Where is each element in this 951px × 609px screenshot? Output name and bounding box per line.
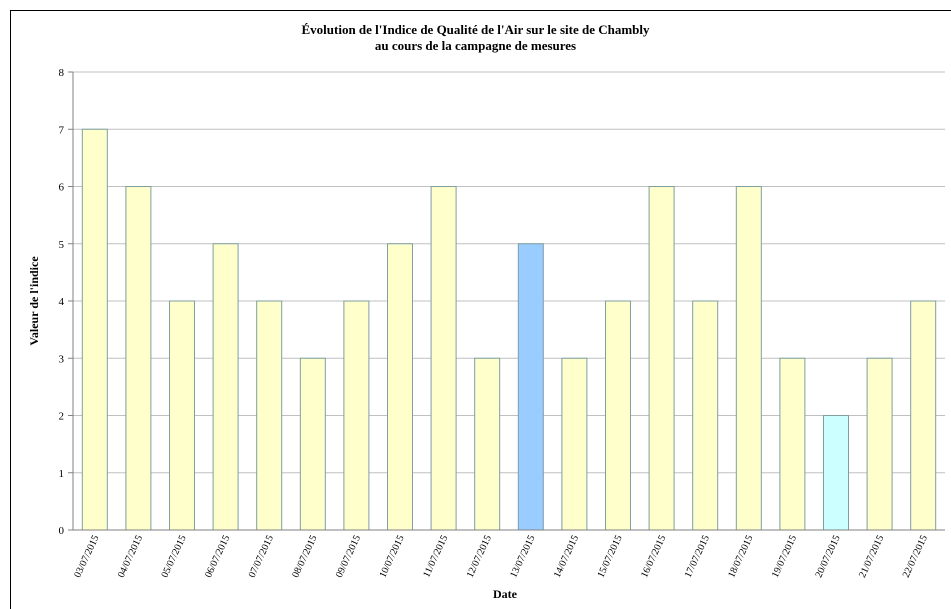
- bar: [299, 357, 326, 531]
- x-tick-label: 14/07/2015: [552, 534, 581, 580]
- x-tick-label: 19/07/2015: [770, 534, 799, 580]
- bar: [343, 300, 370, 531]
- chart-frame: [10, 10, 951, 609]
- x-tick-label: 05/07/2015: [159, 534, 188, 580]
- bar: [517, 243, 544, 531]
- x-tick-label: 20/07/2015: [813, 534, 842, 580]
- x-axis-label: Date: [493, 587, 518, 601]
- x-tick-label: 12/07/2015: [465, 534, 494, 580]
- x-tick-label: 09/07/2015: [334, 534, 363, 580]
- bar: [125, 186, 152, 531]
- x-tick-label: 04/07/2015: [116, 534, 145, 580]
- y-tick-label: 5: [59, 239, 65, 251]
- bar: [561, 357, 588, 531]
- bar: [169, 300, 195, 531]
- y-tick-label: 4: [59, 296, 65, 308]
- bar: [81, 128, 108, 531]
- x-tick-label: 06/07/2015: [203, 534, 232, 580]
- bar: [692, 300, 719, 531]
- bar: [779, 357, 806, 531]
- x-tick-label: 18/07/2015: [726, 534, 755, 580]
- y-tick-label: 8: [59, 67, 65, 79]
- bar: [735, 186, 762, 531]
- chart-title-line-1: Évolution de l'Indice de Qualité de l'Ai…: [301, 22, 650, 37]
- y-tick-label: 2: [59, 411, 65, 423]
- y-tick-label: 6: [59, 182, 65, 194]
- bar: [605, 300, 631, 531]
- y-tick-label: 3: [59, 353, 65, 365]
- y-axis-label: Valeur de l'indice: [27, 256, 41, 346]
- bar: [866, 357, 893, 531]
- bar: [823, 415, 849, 531]
- x-tick-label: 08/07/2015: [290, 534, 319, 580]
- gridlines: [73, 71, 945, 474]
- bar: [910, 300, 937, 531]
- x-tick-label: 03/07/2015: [72, 534, 101, 580]
- x-tick-label: 21/07/2015: [857, 534, 886, 580]
- y-tick-label: 7: [59, 124, 65, 136]
- chart-title: Évolution de l'Indice de Qualité de l'Ai…: [0, 22, 951, 54]
- bar: [256, 300, 283, 531]
- bar: [430, 186, 457, 531]
- x-tick-label: 15/07/2015: [595, 534, 624, 580]
- y-tick-label: 1: [59, 468, 65, 480]
- x-tick-label: 22/07/2015: [901, 534, 930, 580]
- axes: [68, 71, 945, 531]
- x-tick-label: 10/07/2015: [377, 534, 406, 580]
- x-tick-label: 16/07/2015: [639, 534, 668, 580]
- bar: [648, 186, 675, 531]
- x-tick-label: 17/07/2015: [683, 534, 712, 580]
- chart-title-line-2: au cours de la campagne de mesures: [374, 38, 577, 53]
- bar: [474, 357, 501, 531]
- bar: [212, 243, 239, 531]
- x-tick-label: 11/07/2015: [421, 534, 450, 580]
- bar: [387, 243, 413, 531]
- x-tick-label: 13/07/2015: [508, 534, 537, 580]
- bars: [81, 128, 937, 531]
- x-tick-labels: 03/07/2015 04/07/2015 05/07/2015 06/07/2015…: [72, 534, 930, 580]
- y-tick-labels: 0 1 2 3 4 5 6 7 8: [59, 67, 65, 537]
- x-tick-label: 07/07/2015: [247, 534, 276, 580]
- y-tick-label: 0: [59, 525, 65, 537]
